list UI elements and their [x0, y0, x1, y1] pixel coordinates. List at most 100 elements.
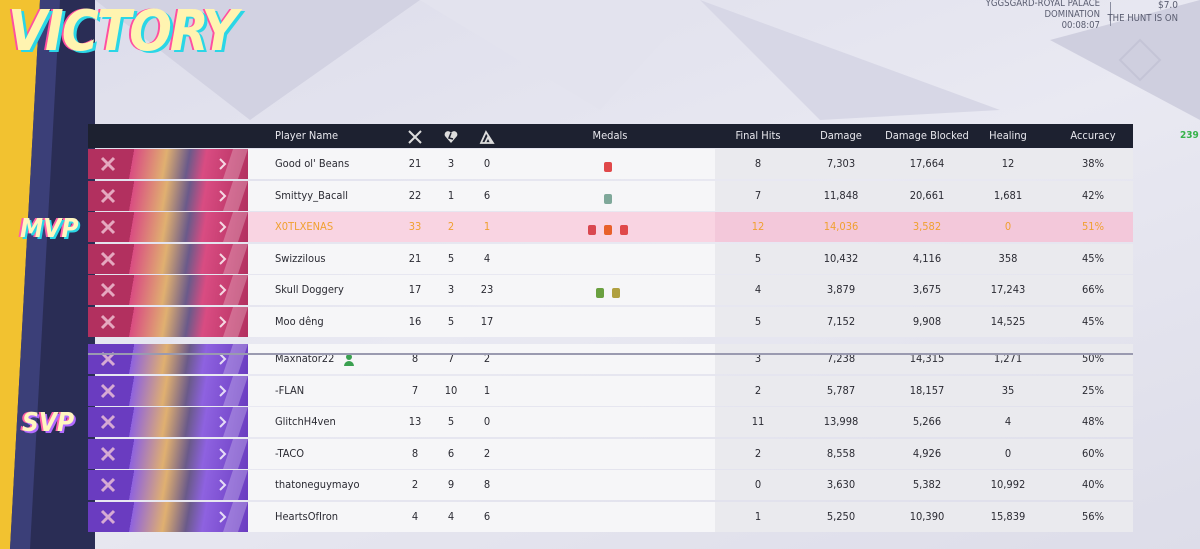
- player-name: X0TLXENAS: [275, 220, 334, 234]
- damage-blocked: 10,390: [909, 510, 945, 523]
- accuracy: 38%: [1082, 157, 1104, 170]
- hero-portrait: [88, 502, 248, 532]
- player-row: [248, 438, 1133, 469]
- deaths: 3: [447, 157, 455, 170]
- game-mode: DOMINATION: [1044, 9, 1100, 20]
- damage-blocked: 4,926: [912, 446, 942, 460]
- healing: 0: [1004, 446, 1012, 460]
- assists: 2: [483, 446, 491, 460]
- assists: 0: [483, 157, 491, 170]
- player-row: [248, 212, 1133, 243]
- assists: 0: [483, 415, 491, 429]
- deaths-icon: [444, 129, 458, 148]
- final-hits: 5: [754, 315, 762, 328]
- medal-icon: [610, 284, 622, 303]
- damage: 5,250: [826, 510, 856, 523]
- portrait-art: [100, 243, 248, 274]
- kills: 17: [408, 283, 422, 297]
- damage: 11,848: [823, 188, 859, 202]
- healing: 12: [1001, 157, 1015, 170]
- accuracy: 56%: [1082, 510, 1104, 523]
- assists: 4: [483, 251, 491, 265]
- assists: 2: [483, 352, 491, 365]
- hero-portrait: [88, 212, 248, 243]
- damage: 8,558: [826, 446, 856, 460]
- healing: 1,681: [993, 188, 1023, 202]
- damage-blocked: 3,675: [912, 283, 942, 297]
- stats-panel: [715, 275, 1133, 306]
- column-header: Accuracy: [1070, 129, 1116, 142]
- stats-panel: [715, 212, 1133, 243]
- kills: 8: [411, 352, 419, 365]
- final-hits: 7: [754, 188, 762, 202]
- player-name: -TACO: [275, 446, 305, 460]
- kills: 4: [411, 510, 419, 523]
- kills: 16: [408, 315, 422, 328]
- hero-portrait: [88, 375, 248, 406]
- player-name: Skull Doggery: [275, 283, 344, 297]
- match-time: 00:08:07: [1061, 20, 1100, 31]
- damage-blocked: 5,266: [912, 415, 942, 429]
- player-row: [248, 149, 1133, 179]
- portrait-art: [100, 407, 248, 438]
- portrait-art: [100, 307, 248, 337]
- stats-panel: [715, 180, 1133, 211]
- player-name: thatoneguymayo: [275, 478, 360, 492]
- accuracy: 40%: [1082, 478, 1104, 492]
- team-separator: [88, 340, 1133, 359]
- damage-blocked: 14,315: [909, 352, 945, 365]
- damage: 5,787: [826, 383, 856, 397]
- final-hits: 2: [754, 383, 762, 397]
- kills: 7: [411, 383, 419, 397]
- stats-panel: [715, 243, 1133, 274]
- damage-blocked: 3,582: [912, 220, 942, 234]
- damage-blocked: 5,382: [912, 478, 942, 492]
- portrait-art: [100, 149, 248, 179]
- divider: [1110, 2, 1111, 26]
- medal-icon: [602, 190, 614, 209]
- deaths: 1: [447, 188, 455, 202]
- kills: 8: [411, 446, 419, 460]
- hero-portrait: [88, 307, 248, 337]
- final-hits: 12: [751, 220, 765, 234]
- assists: 17: [480, 315, 494, 328]
- accuracy: 60%: [1082, 446, 1104, 460]
- stats-panel: [715, 502, 1133, 532]
- table-header: [88, 124, 1133, 148]
- healing: 14,525: [990, 315, 1026, 328]
- hero-portrait: [88, 180, 248, 211]
- assists: 8: [483, 478, 491, 492]
- medal-icon: [602, 221, 614, 240]
- badge: SVP: [22, 408, 75, 438]
- healing: 35: [1001, 383, 1015, 397]
- damage: 10,432: [823, 251, 859, 265]
- damage: 3,630: [826, 478, 856, 492]
- damage: 13,998: [823, 415, 859, 429]
- portrait-art: [100, 375, 248, 406]
- damage-blocked: 4,116: [912, 251, 942, 265]
- player-name: Swizzilous: [275, 251, 326, 265]
- healing: 358: [998, 251, 1018, 265]
- damage: 7,152: [826, 315, 856, 328]
- kills: 22: [408, 188, 422, 202]
- portrait-art: [100, 502, 248, 532]
- damage-blocked: 18,157: [909, 383, 945, 397]
- player-name: GlitchH4ven: [275, 415, 336, 429]
- medal-icon: [586, 221, 598, 240]
- damage: 7,238: [826, 352, 856, 365]
- column-header: Damage Blocked: [885, 129, 969, 142]
- final-hits: 8: [754, 157, 762, 170]
- side-count: 239: [1180, 130, 1199, 141]
- player-row: [248, 470, 1133, 501]
- portrait-art: [100, 180, 248, 211]
- deaths: 6: [447, 446, 455, 460]
- player-name: HeartsOfIron: [275, 510, 339, 523]
- damage-blocked: 17,664: [909, 157, 945, 170]
- column-header: Healing: [989, 129, 1027, 142]
- healing: 17,243: [990, 283, 1026, 297]
- player-row: [248, 375, 1133, 406]
- hero-portrait: [88, 275, 248, 306]
- portrait-art: [100, 212, 248, 243]
